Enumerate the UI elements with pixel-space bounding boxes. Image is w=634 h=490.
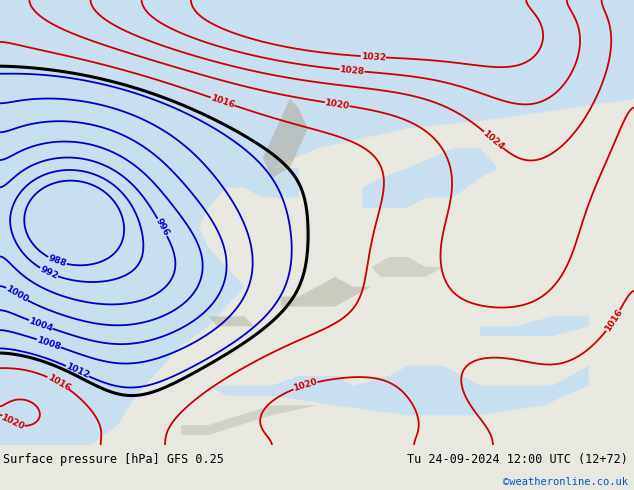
Text: 1024: 1024 — [481, 128, 506, 151]
Polygon shape — [181, 405, 317, 435]
Text: 996: 996 — [154, 217, 171, 238]
Polygon shape — [480, 317, 589, 336]
Text: 1012: 1012 — [64, 362, 91, 380]
Text: Surface pressure [hPa] GFS 0.25: Surface pressure [hPa] GFS 0.25 — [3, 453, 224, 466]
Polygon shape — [209, 366, 589, 415]
Text: 1000: 1000 — [4, 284, 30, 304]
Text: 1032: 1032 — [361, 51, 386, 62]
Text: 1020: 1020 — [0, 413, 26, 432]
Polygon shape — [372, 257, 444, 277]
Polygon shape — [0, 0, 634, 445]
Text: 1016: 1016 — [46, 373, 72, 393]
Text: 1008: 1008 — [36, 335, 62, 351]
Text: 1028: 1028 — [339, 65, 365, 76]
Text: Tu 24-09-2024 12:00 UTC (12+72): Tu 24-09-2024 12:00 UTC (12+72) — [407, 453, 628, 466]
Text: 1004: 1004 — [27, 316, 54, 333]
Polygon shape — [281, 277, 372, 307]
Text: 1016: 1016 — [209, 93, 236, 110]
Polygon shape — [209, 317, 254, 326]
Text: 1016: 1016 — [603, 308, 624, 333]
Polygon shape — [226, 168, 299, 198]
Text: 992: 992 — [38, 265, 60, 281]
Text: 1020: 1020 — [324, 98, 350, 111]
Text: 988: 988 — [47, 254, 68, 269]
Text: 1020: 1020 — [292, 377, 318, 393]
Text: ©weatheronline.co.uk: ©weatheronline.co.uk — [503, 477, 628, 487]
Polygon shape — [262, 99, 308, 178]
Polygon shape — [362, 148, 498, 208]
